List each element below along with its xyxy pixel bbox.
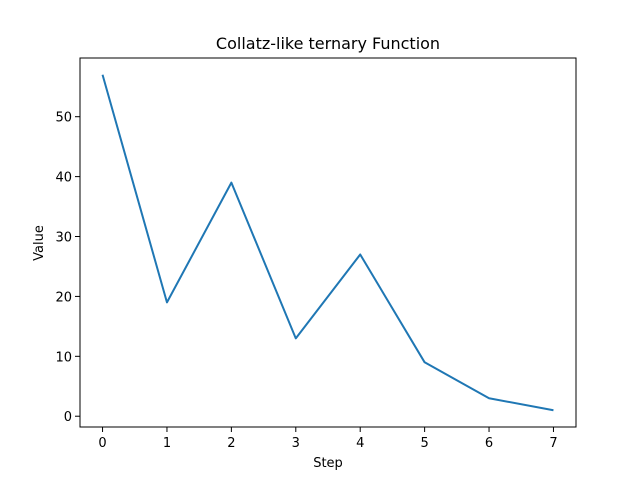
y-tick-label: 40 [55, 171, 72, 186]
series-layer [101, 74, 554, 412]
plot-frame [79, 57, 577, 428]
x-tick-label: 7 [549, 436, 557, 451]
x-axis-label: Step [313, 456, 343, 471]
y-axis-ticks: 0 10 20 30 40 50 [55, 111, 80, 425]
series-line [101, 74, 554, 412]
y-tick-label: 30 [55, 231, 72, 246]
y-tick-label: 0 [64, 410, 72, 425]
chart-title: Collatz-like ternary Function [216, 34, 440, 53]
y-axis-label: Value [32, 225, 47, 261]
y-tick-label: 10 [55, 350, 72, 365]
x-tick-label: 2 [227, 436, 235, 451]
x-tick-label: 3 [292, 436, 300, 451]
x-tick-label: 5 [420, 436, 428, 451]
x-tick-label: 4 [356, 436, 364, 451]
y-tick-label: 20 [55, 290, 72, 305]
x-tick-label: 6 [485, 436, 493, 451]
y-tick-label: 50 [55, 111, 72, 126]
x-tick-label: 0 [98, 436, 106, 451]
x-axis-ticks: 0 1 2 3 4 5 6 7 [98, 427, 558, 451]
x-tick-label: 1 [163, 436, 171, 451]
